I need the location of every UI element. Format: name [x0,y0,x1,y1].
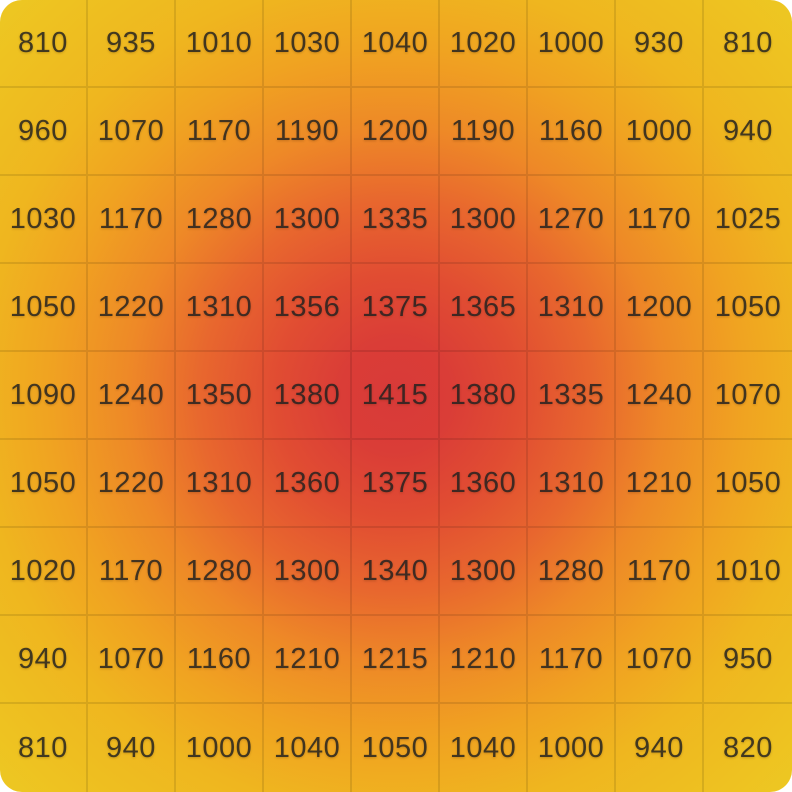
heatmap-cell: 1070 [88,616,176,704]
heatmap-cell: 1360 [264,440,352,528]
heatmap-cell: 940 [704,88,792,176]
heatmap-cell: 1240 [88,352,176,440]
heatmap-cell: 1356 [264,264,352,352]
heatmap-cell: 1280 [176,528,264,616]
heatmap-cell: 810 [704,0,792,88]
heatmap-cell: 1340 [352,528,440,616]
heatmap-cell: 1170 [616,528,704,616]
heatmap-cell: 1415 [352,352,440,440]
heatmap-cell: 1220 [88,440,176,528]
heatmap-cell: 1025 [704,176,792,264]
heatmap-cell: 1240 [616,352,704,440]
heatmap-cell: 1210 [264,616,352,704]
heatmap-cell: 820 [723,731,773,764]
heatmap-cell: 1360 [440,440,528,528]
heatmap-cell: 1210 [616,440,704,528]
heatmap-cell: 1160 [176,616,264,704]
heatmap-cell: 1170 [528,616,616,704]
heatmap-cell: 1350 [176,352,264,440]
heatmap-cell: 940 [0,616,88,704]
heatmap-cell: 1310 [528,440,616,528]
heatmap-cell: 1270 [528,176,616,264]
heatmap-cell: 1000 [528,0,616,88]
heatmap-cell: 1170 [176,88,264,176]
heatmap-cell: 1300 [264,176,352,264]
heatmap-cell: 1040 [352,0,440,88]
heatmap-cell: 1030 [264,0,352,88]
heatmap-cell: 1070 [616,616,704,704]
heatmap-cell: 1190 [264,88,352,176]
heatmap-cell: 1030 [0,176,88,264]
heatmap-cell: 1050 [704,264,792,352]
heatmap-cell: 1200 [352,88,440,176]
heatmap-cell: 1000 [528,704,616,792]
heatmap-cell: 1170 [616,176,704,264]
heatmap-cell: 935 [88,0,176,88]
heatmap-cell: 810 [0,0,88,88]
heatmap-cell: 1000 [176,704,264,792]
heatmap-cell: 1280 [528,528,616,616]
heatmap-cell: 950 [704,616,792,704]
heatmap-cell: 1170 [88,176,176,264]
heatmap-cell: 1040 [440,704,528,792]
heatmap-cell: 1010 [704,528,792,616]
heatmap-cell: 1375 [352,264,440,352]
heatmap-cell: 1380 [440,352,528,440]
heatmap-cell: 1020 [0,528,88,616]
heatmap-cell: 1050 [704,440,792,528]
heatmap-cell: 1050 [0,264,88,352]
heatmap-cell: 1050 [352,704,440,792]
heatmap-cell: 1010 [176,0,264,88]
heatmap-cell: 1335 [352,176,440,264]
heatmap-cell: 1310 [176,440,264,528]
heatmap-cell: 1050 [0,440,88,528]
heatmap-cell: 1310 [176,264,264,352]
heatmap-cell: 1090 [0,352,88,440]
heatmap-cell: 1070 [88,88,176,176]
heatmap-cell: 1375 [352,440,440,528]
heatmap-cell: 810 [0,704,88,792]
heatmap-cell: 930 [616,0,704,88]
heatmap-cell: 940 [88,704,176,792]
heatmap-cell: 960 [0,88,88,176]
heatmap-cell: 1170 [88,528,176,616]
heatmap-cell: 1190 [440,88,528,176]
heatmap-cell: 1020 [440,0,528,88]
heatmap-cell: 1070 [704,352,792,440]
heatmap-cell: 1200 [616,264,704,352]
heatmap-cell: 1040 [264,704,352,792]
heatmap-cell: 1300 [264,528,352,616]
heatmap-cell: 1215 [352,616,440,704]
heatmap-cell: 1220 [88,264,176,352]
heatmap-cell: 1000 [616,88,704,176]
heatmap-cell: 1335 [528,352,616,440]
heatmap-cell: 940 [616,704,704,792]
heatmap-cell: 1380 [264,352,352,440]
heatmap-cell: 1365 [440,264,528,352]
heatmap-cell: 1210 [440,616,528,704]
heatmap-cell: 1300 [440,528,528,616]
heatmap-cell: 1310 [528,264,616,352]
heatmap-cell: 1280 [176,176,264,264]
heatmap-cell: 1160 [528,88,616,176]
heatmap-cell: 1300 [440,176,528,264]
